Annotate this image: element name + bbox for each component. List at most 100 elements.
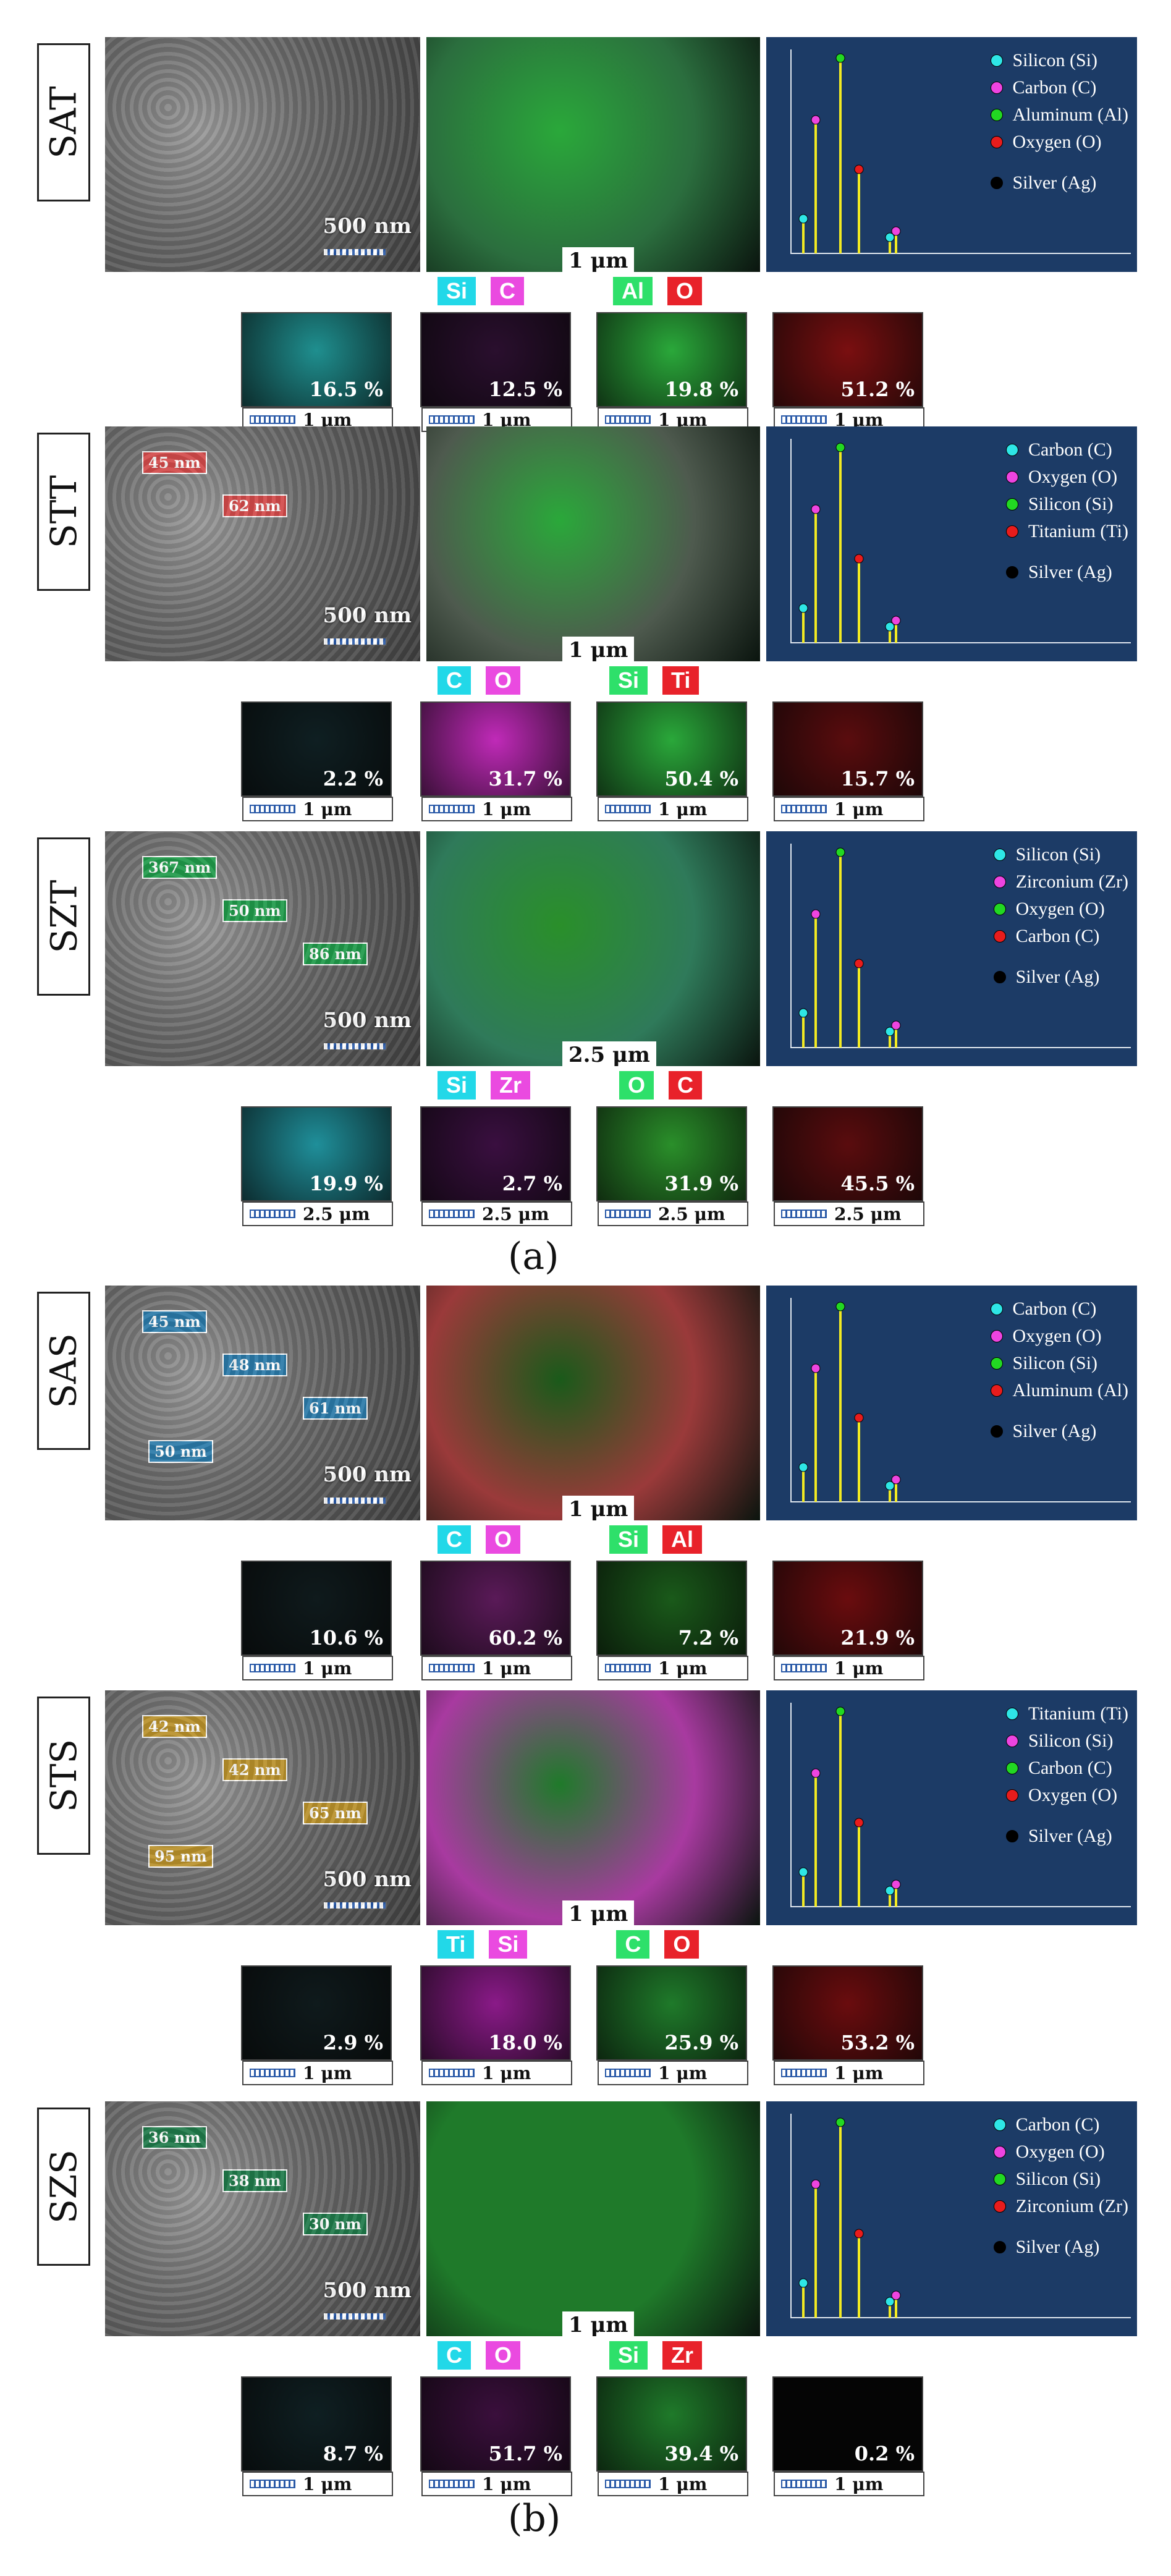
legend-text: Oxygen (O) [1012, 1326, 1102, 1346]
map-scale-text: 1 μm [658, 2473, 708, 2494]
composite-eds-map: 1 μm [426, 426, 760, 661]
map-scale-bar-graphic [781, 2480, 827, 2488]
eds-peak-marker [854, 2229, 864, 2239]
element-map-o: 31.7 % 1 μm [420, 701, 572, 821]
legend-row: Oxygen (O) [993, 896, 1128, 923]
legend-text: Silver (Ag) [1012, 172, 1097, 193]
eds-peak-marker [885, 2297, 895, 2307]
eds-peak-marker [798, 1867, 808, 1877]
eds-peak-marker [835, 443, 845, 452]
eds-peak-marker [885, 1886, 895, 1896]
element-map-scale: 1 μm [421, 1656, 572, 1680]
legend-text: Silicon (Si) [1028, 494, 1114, 514]
sem-scale-bar: 500 nm [323, 1867, 412, 1917]
element-map-scale: 1 μm [774, 2472, 924, 2496]
legend-dot [990, 1425, 1003, 1438]
element-map-scale: 1 μm [598, 2061, 748, 2085]
element-percentage: 39.4 % [664, 2442, 738, 2465]
element-map-ti: 15.7 % 1 μm [772, 701, 924, 821]
element-map-si: 18.0 % 1 μm [420, 1965, 572, 2085]
element-map-al: 21.9 % 1 μm [772, 1561, 924, 1680]
composite-eds-map: 1 μm [426, 1690, 760, 1925]
panel-szt: SZT 500 nm 367 nm 50 nm 86 nm 2.5 μm Si Zr O C Sil… [0, 831, 1171, 1226]
eds-axes [790, 49, 1131, 254]
element-tags: C O Si Ti [436, 664, 701, 697]
map-scale-bar-graphic [250, 1210, 295, 1218]
element-percentage: 16.5 % [309, 378, 383, 401]
legend-dot [990, 177, 1003, 189]
composite-scale-text: 2.5 μm [569, 1043, 650, 1066]
legend-row: Silver (Ag) [1005, 1823, 1128, 1850]
size-annotation: 42 nm [142, 1715, 207, 1738]
element-map-ti: 2.9 % 1 μm [241, 1965, 393, 2085]
map-scale-bar-graphic [429, 415, 475, 424]
eds-spectrum-plot [790, 844, 1131, 1048]
eds-axes [790, 1703, 1131, 1907]
legend-dot [990, 1330, 1003, 1342]
legend-dot [990, 109, 1003, 121]
map-scale-text: 1 μm [658, 2062, 708, 2083]
eds-spectrum-plot [790, 1703, 1131, 1907]
legend-row: Carbon (C) [1005, 436, 1128, 464]
map-scale-bar-graphic [250, 415, 295, 424]
eds-legend: Silicon (Si) Zirconium (Zr) Oxygen (O) Carb… [993, 841, 1128, 991]
map-scale-bar-graphic [605, 2480, 651, 2488]
element-map-c: 2.2 % 1 μm [241, 701, 393, 821]
element-tag-o: O [617, 1069, 656, 1101]
legend-dot [1005, 1762, 1018, 1774]
element-map-si: 50.4 % 1 μm [596, 701, 748, 821]
legend-row [994, 2220, 1128, 2234]
element-tag-o: O [484, 664, 523, 697]
legend-row: Silicon (Si) [990, 47, 1129, 74]
eds-peak-marker [891, 2290, 901, 2300]
element-map-si: 16.5 % 1 μm [241, 312, 393, 432]
element-map-scale: 2.5 μm [242, 1201, 393, 1226]
legend-row: Carbon (C) [993, 2111, 1128, 2138]
legend-row: Zirconium (Zr) [993, 2193, 1128, 2220]
eds-peak-marker [798, 603, 808, 613]
map-scale-bar-graphic [250, 2069, 295, 2077]
legend-text: Carbon (C) [1012, 77, 1097, 98]
element-map-scale: 2.5 μm [774, 1201, 924, 1226]
eds-peak-marker [798, 214, 808, 224]
composite-eds-map: 1 μm [426, 1286, 760, 1520]
eds-peak-marker [891, 226, 901, 236]
map-scale-bar-graphic [429, 2069, 475, 2077]
scale-bar-graphic [323, 637, 387, 646]
element-map-c: 12.5 % 1 μm [420, 312, 572, 432]
element-tags: Si C Al O [436, 275, 704, 307]
legend-text: Silicon (Si) [1028, 1731, 1114, 1751]
map-scale-bar-graphic [429, 2480, 475, 2488]
size-annotation: 86 nm [303, 943, 368, 965]
element-percentage: 8.7 % [323, 2442, 383, 2465]
size-annotation: 42 nm [222, 1758, 287, 1781]
eds-peak-marker [811, 504, 821, 514]
legend-dot [993, 2146, 1006, 2158]
element-tag-si: Si [436, 275, 478, 307]
scale-bar-graphic [323, 1901, 387, 1910]
map-scale-bar-graphic [605, 805, 651, 813]
map-scale-bar-graphic [250, 2480, 295, 2488]
legend-text: Carbon (C) [1015, 2114, 1100, 2135]
element-map-si: 19.9 % 2.5 μm [241, 1106, 393, 1226]
eds-spectrum: Carbon (C) Oxygen (O) Silicon (Si) Titanium… [766, 426, 1137, 661]
element-tag-si: Si [607, 1523, 650, 1556]
element-percentage: 53.2 % [840, 2031, 915, 2054]
sample-label: SAT [37, 43, 90, 201]
legend-dot [1005, 444, 1018, 456]
legend-text: Oxygen (O) [1015, 899, 1105, 919]
legend-row: Oxygen (O) [990, 1323, 1129, 1350]
element-map-c: 45.5 % 2.5 μm [772, 1106, 924, 1226]
size-annotation: 61 nm [303, 1397, 368, 1420]
legend-dot [990, 1384, 1003, 1397]
element-map-scale: 1 μm [774, 797, 924, 821]
eds-legend: Carbon (C) Oxygen (O) Silicon (Si) Titanium… [1005, 436, 1128, 586]
legend-dot [1005, 1708, 1018, 1720]
eds-spectrum-plot [790, 439, 1131, 643]
map-scale-bar-graphic [605, 1210, 651, 1218]
map-scale-bar-graphic [781, 415, 827, 424]
element-percentage: 51.2 % [840, 378, 915, 401]
legend-row: Zirconium (Zr) [993, 868, 1128, 896]
map-scale-text: 2.5 μm [482, 1203, 549, 1224]
sem-scale-bar: 500 nm [323, 1462, 412, 1512]
